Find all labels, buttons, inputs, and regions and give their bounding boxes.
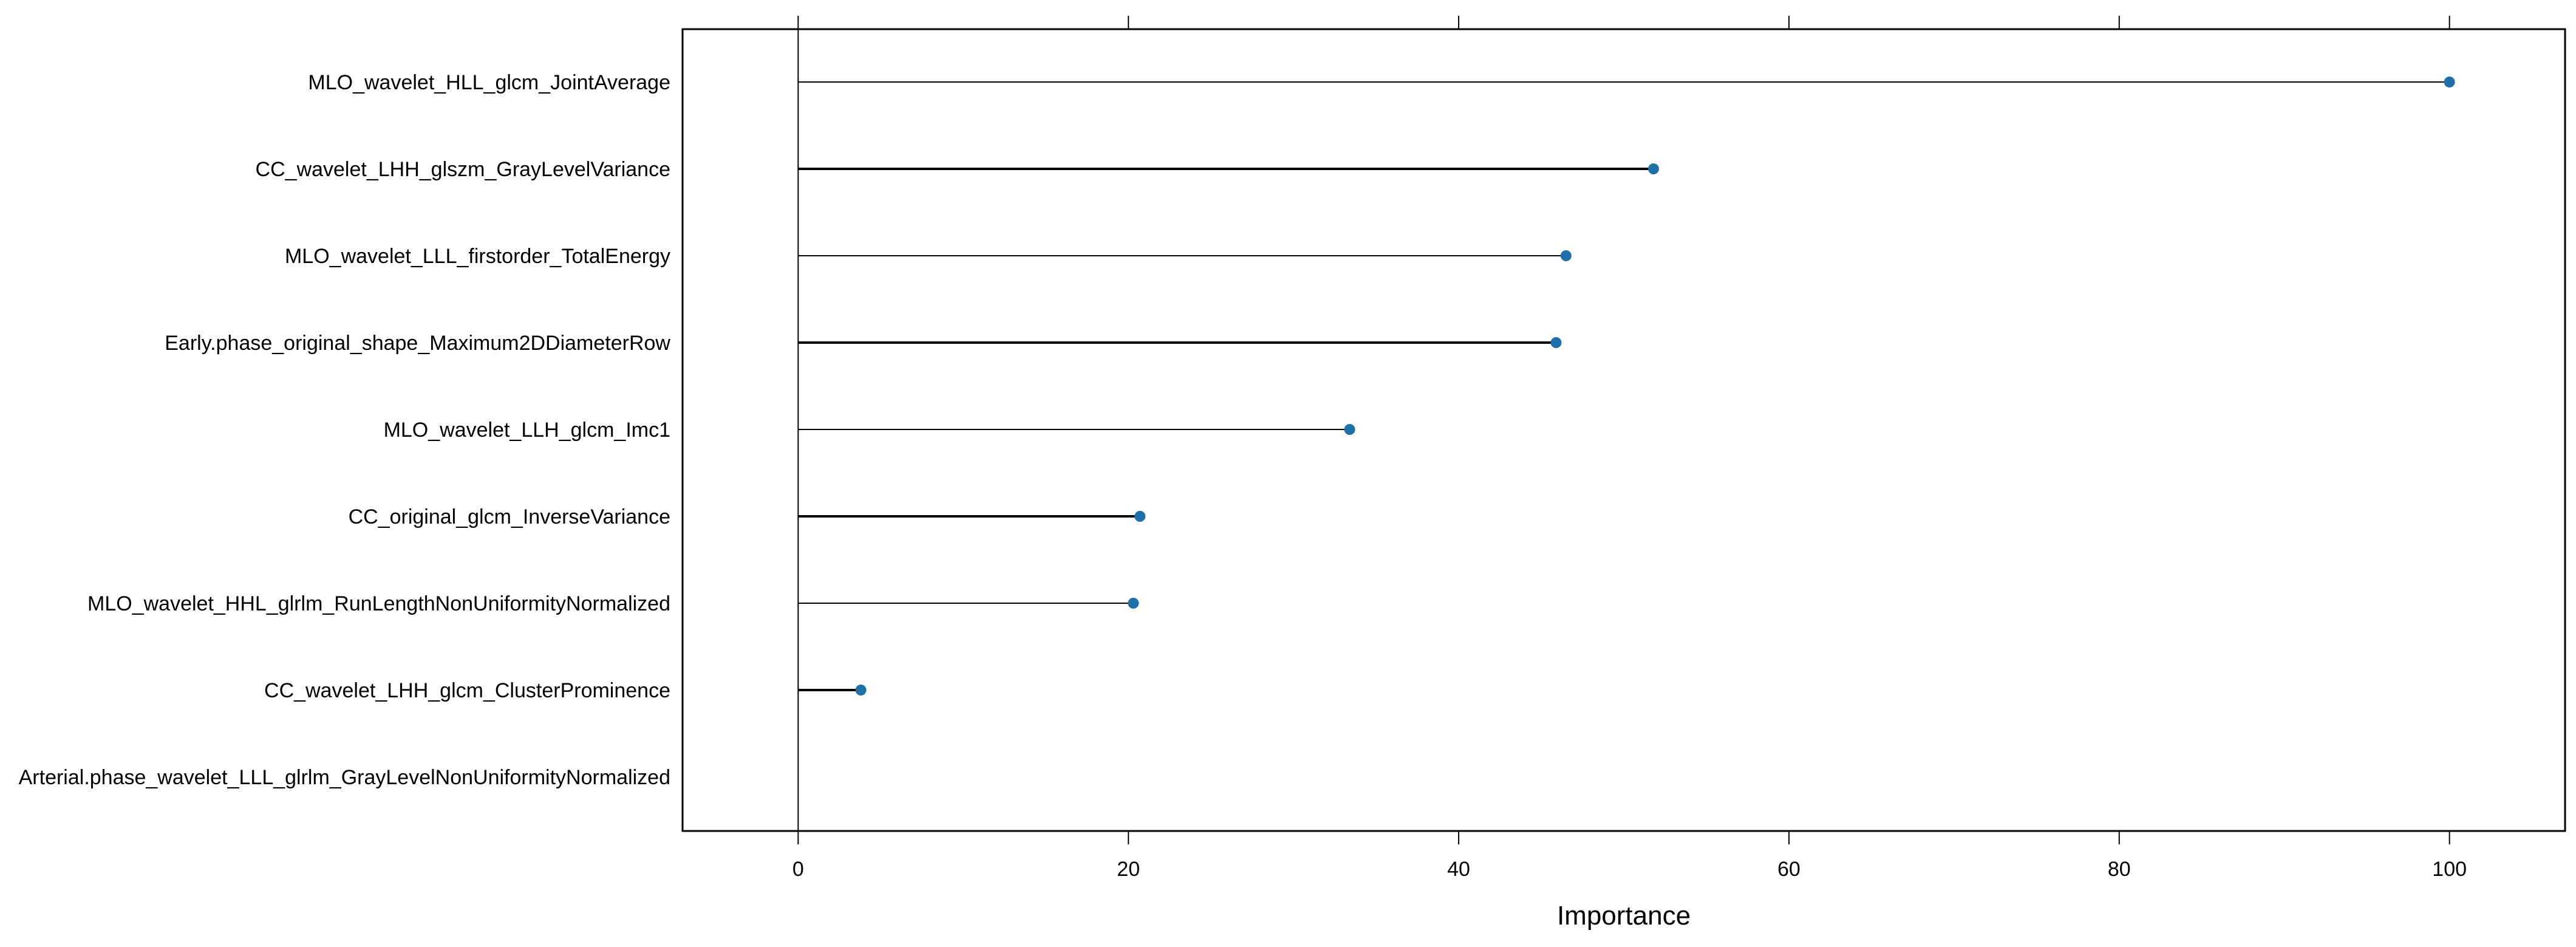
category-label: MLO_wavelet_LLH_glcm_Imc1 (384, 419, 670, 442)
lollipop-point (855, 685, 867, 696)
lollipop-point (1128, 598, 1139, 609)
x-tick-label: 80 (2108, 858, 2131, 881)
x-tick-label: 40 (1447, 858, 1470, 881)
category-label: CC_original_glcm_InverseVariance (349, 505, 670, 528)
chart-marks: 0 20 40 60 80 100 MLO_wavelet_HLL_glcm_JointAv… (19, 16, 2467, 881)
category-label: CC_wavelet_LHH_glszm_GrayLevelVariance (256, 158, 670, 181)
lollipop-point (1647, 163, 1659, 174)
plot-frame (681, 28, 2566, 832)
category-label: Early.phase_original_shape_Maximum2DDiam… (165, 332, 670, 355)
x-tick-label: 60 (1777, 858, 1801, 881)
x-tick-label: 0 (792, 858, 804, 881)
category-label: MLO_wavelet_HHL_glrlm_RunLengthNonUnifor… (87, 592, 670, 615)
category-label: MLO_wavelet_LLL_firstorder_TotalEnergy (285, 245, 670, 268)
lollipop-point (1134, 511, 1146, 522)
category-label: MLO_wavelet_HLL_glcm_JointAverage (308, 71, 670, 94)
lollipop-point (1560, 250, 1572, 261)
x-axis-title: Importance (1557, 901, 1691, 931)
category-label: Arterial.phase_wavelet_LLL_glrlm_GrayLev… (19, 766, 670, 789)
x-tick-label: 20 (1117, 858, 1140, 881)
x-tick-label: 100 (2432, 858, 2467, 881)
lollipop-point (1344, 424, 1355, 435)
lollipop-point (1550, 337, 1562, 348)
category-label: CC_wavelet_LHH_glcm_ClusterProminence (264, 679, 670, 702)
lollipop-point (2444, 77, 2455, 87)
